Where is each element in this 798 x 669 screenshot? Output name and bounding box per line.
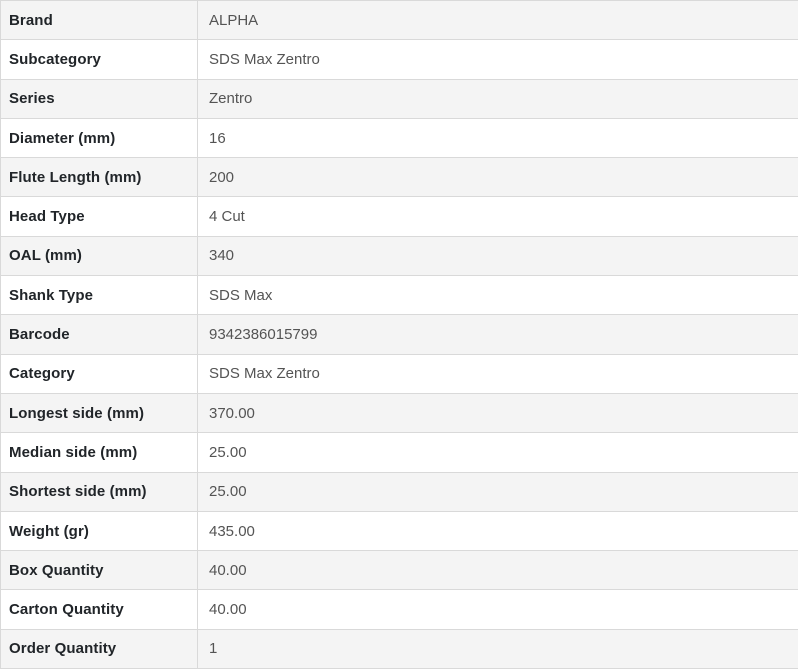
table-row: Brand ALPHA (1, 1, 798, 41)
row-label: Barcode (1, 315, 198, 354)
table-row: Subcategory SDS Max Zentro (1, 40, 798, 80)
row-value: 25.00 (209, 483, 247, 501)
row-label: Head Type (1, 197, 198, 236)
row-value: 1 (209, 640, 218, 658)
row-label: Median side (mm) (1, 433, 198, 472)
table-row: Head Type 4 Cut (1, 197, 798, 237)
table-row: Shortest side (mm) 25.00 (1, 472, 798, 512)
row-label: OAL (mm) (1, 236, 198, 276)
row-label: Shank Type (1, 276, 198, 315)
row-value: 25.00 (209, 443, 247, 461)
table-row: Longest side (mm) 370.00 (1, 393, 798, 434)
row-label: Diameter (mm) (1, 118, 198, 158)
row-label: Carton Quantity (1, 590, 198, 629)
table-row: Box Quantity 40.00 (1, 551, 798, 591)
row-value: SDS Max Zentro (209, 50, 320, 68)
table-row: Carton Quantity 40.00 (1, 590, 798, 630)
table-row: Diameter (mm) 16 (1, 118, 798, 159)
table-row: Barcode 9342386015799 (1, 315, 798, 355)
row-value: 9342386015799 (209, 326, 318, 344)
row-value: ALPHA (209, 11, 259, 29)
row-value: SDS Max (209, 286, 273, 304)
row-value: 40.00 (209, 561, 247, 579)
row-label: Subcategory (1, 40, 198, 79)
row-value: 4 Cut (209, 208, 245, 226)
row-label: Series (1, 79, 198, 118)
table-row: Order Quantity 1 (1, 629, 798, 669)
table-row: Series Zentro (1, 79, 798, 119)
row-value: 340 (209, 247, 235, 265)
row-label: Order Quantity (1, 629, 198, 669)
row-label: Category (1, 354, 198, 393)
row-label: Weight (gr) (1, 511, 198, 551)
row-value: 40.00 (209, 601, 247, 619)
table-row: Median side (mm) 25.00 (1, 433, 798, 473)
table-row: Flute Length (mm) 200 (1, 158, 798, 198)
row-label: Flute Length (mm) (1, 158, 198, 197)
row-value: Zentro (209, 90, 253, 108)
table-row: Category SDS Max Zentro (1, 354, 798, 394)
row-label: Brand (1, 1, 198, 40)
table-row: OAL (mm) 340 (1, 236, 798, 277)
row-value: 16 (209, 129, 226, 147)
row-label: Longest side (mm) (1, 393, 198, 433)
row-label: Shortest side (mm) (1, 472, 198, 511)
table-row: Shank Type SDS Max (1, 276, 798, 316)
row-label: Box Quantity (1, 551, 198, 590)
row-value: 435.00 (209, 522, 255, 540)
table-row: Weight (gr) 435.00 (1, 511, 798, 552)
row-value: SDS Max Zentro (209, 365, 320, 383)
row-value: 370.00 (209, 404, 255, 422)
row-value: 200 (209, 168, 235, 186)
